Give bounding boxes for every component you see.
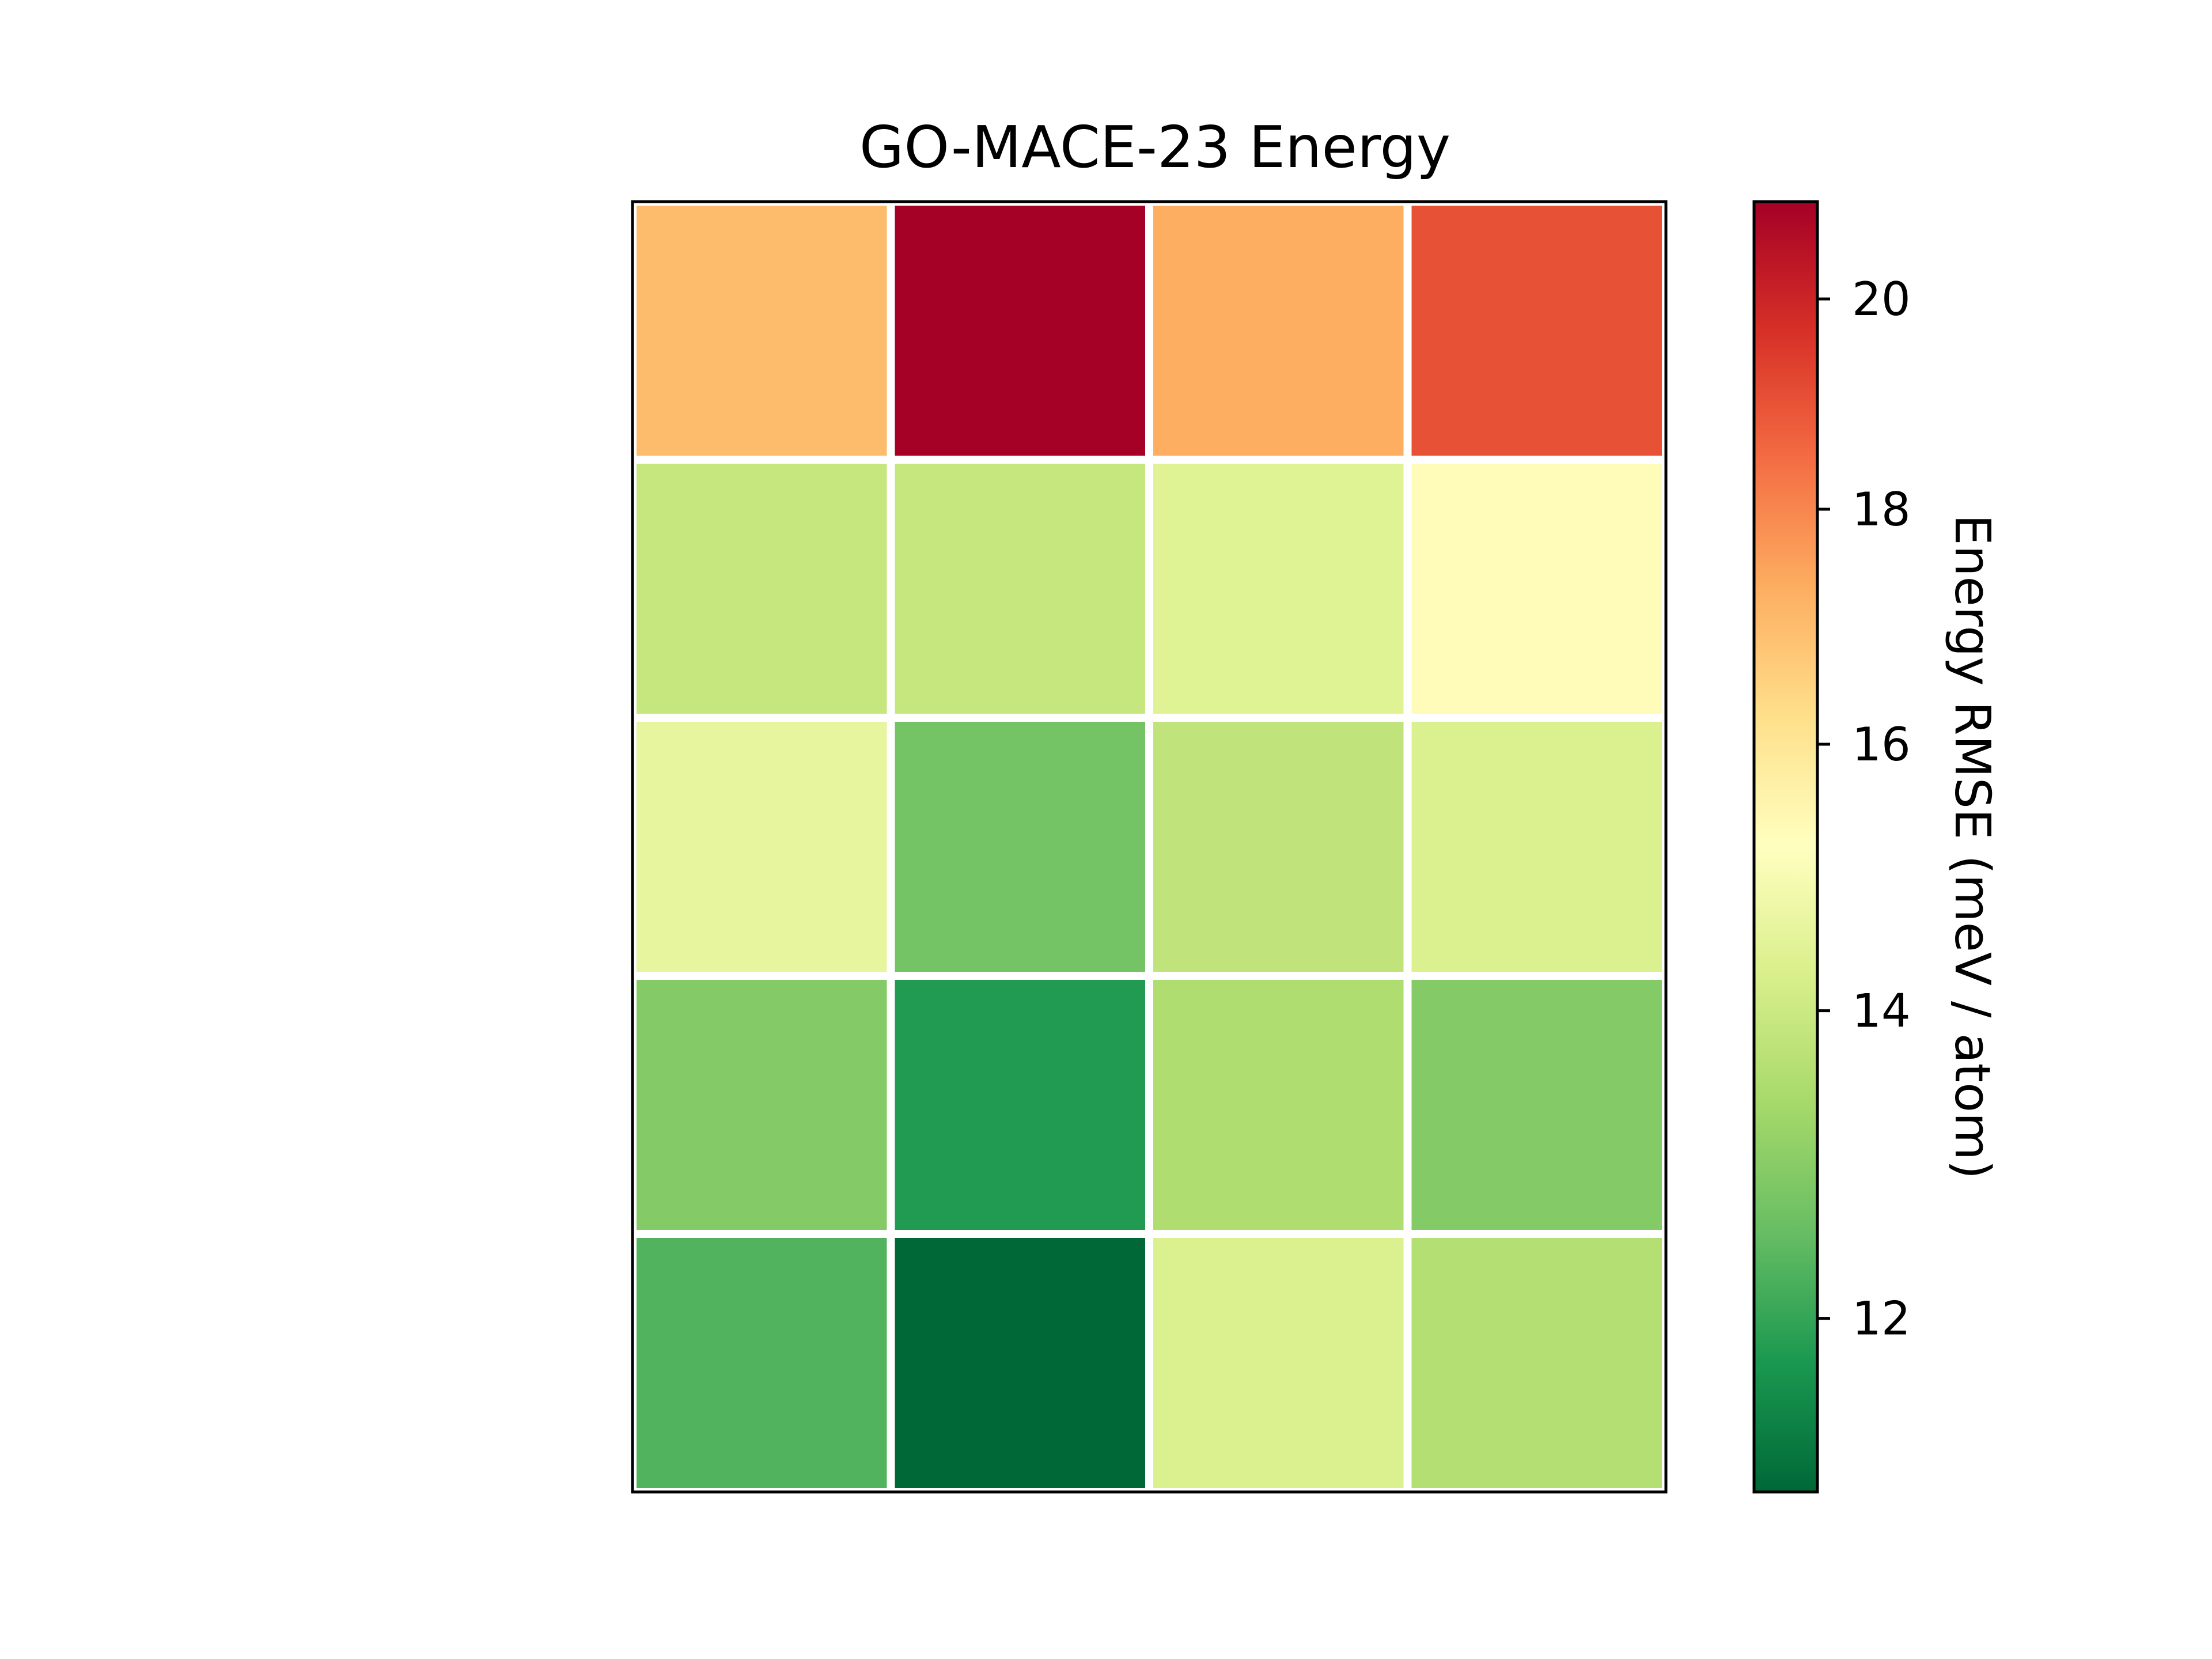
heatmap-cell-r2-c1	[628, 456, 895, 722]
heatmap-cell-r4-c4	[1403, 972, 1670, 1238]
heatmap-cells	[628, 198, 1670, 1496]
colorbar-tick-label-16: 16	[1852, 718, 1911, 771]
colorbar-frame	[1752, 200, 1819, 1494]
colorbar-ticks: 12 14 16 18 20	[1817, 272, 1911, 1346]
heatmap-cell-r4-c2	[887, 972, 1153, 1238]
heatmap-cell-r3-c2	[887, 714, 1153, 980]
chart-title: GO-MACE-23 Energy	[859, 113, 1450, 181]
colorbar-tick-label-12: 12	[1852, 1292, 1911, 1346]
heatmap-cell-r5-c4	[1403, 1230, 1670, 1496]
heatmap-cell-r3-c3	[1145, 714, 1412, 980]
colorbar-gradient	[1754, 202, 1817, 1492]
heatmap-cell-r1-c4	[1403, 198, 1670, 464]
heatmap-cell-r3-c4	[1403, 714, 1670, 980]
heatmap-cell-r2-c2	[887, 456, 1153, 722]
colorbar-tick-label-18: 18	[1852, 483, 1911, 536]
heatmap-cell-r5-c1	[628, 1230, 895, 1496]
heatmap-cell-r1-c1	[628, 198, 895, 464]
heatmap-cell-r5-c2	[887, 1230, 1153, 1496]
colorbar-tick-label-14: 14	[1852, 984, 1911, 1038]
heatmap-cell-r2-c3	[1145, 456, 1412, 722]
heatmap-cell-r1-c3	[1145, 198, 1412, 464]
heatmap-cell-r1-c2	[887, 198, 1153, 464]
colorbar-tick-label-20: 20	[1852, 272, 1911, 326]
heatmap-cell-r4-c1	[628, 972, 895, 1238]
heatmap-cell-r4-c3	[1145, 972, 1412, 1238]
heatmap-cell-r2-c4	[1403, 456, 1670, 722]
plot-frame	[631, 200, 1668, 1494]
colorbar-label: Energy RMSE (meV / atom)	[1944, 514, 2001, 1179]
heatmap-cell-r3-c1	[628, 714, 895, 980]
heatmap-cell-r5-c3	[1145, 1230, 1412, 1496]
